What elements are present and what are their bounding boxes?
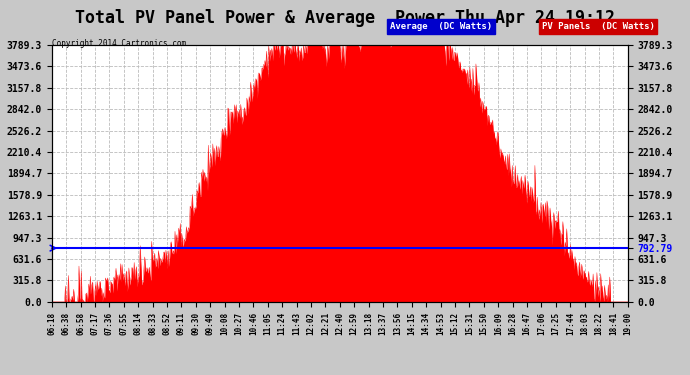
- Text: Average  (DC Watts): Average (DC Watts): [390, 22, 492, 31]
- Text: Copyright 2014 Cartronics.com: Copyright 2014 Cartronics.com: [52, 39, 186, 48]
- Text: PV Panels  (DC Watts): PV Panels (DC Watts): [542, 22, 655, 31]
- Text: Total PV Panel Power & Average  Power Thu Apr 24 19:12: Total PV Panel Power & Average Power Thu…: [75, 9, 615, 27]
